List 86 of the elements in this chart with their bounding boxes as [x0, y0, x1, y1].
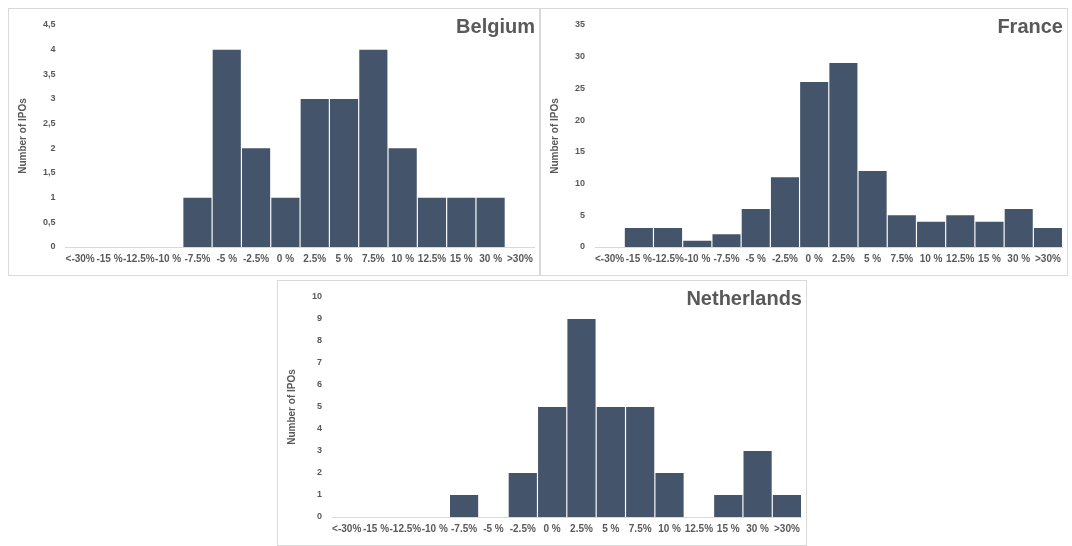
- y-tick-label: 30: [575, 51, 586, 62]
- y-axis-title: Number of IPOs: [285, 368, 297, 445]
- x-tick-label: <-30%: [595, 252, 625, 264]
- y-tick-label: 6: [317, 379, 323, 390]
- x-tick-label: 7.5%: [628, 522, 652, 534]
- x-tick-label: 10 %: [391, 252, 415, 264]
- y-tick-label: 4: [50, 44, 56, 55]
- y-tick-label: 0,5: [43, 216, 56, 227]
- x-tick-label: 0 %: [276, 252, 295, 264]
- x-tick-label: -10 %: [421, 522, 448, 534]
- y-tick-label: 1: [50, 192, 56, 203]
- y-axis-title: Number of IPOs: [548, 97, 560, 174]
- x-tick-label: 0 %: [805, 252, 823, 264]
- x-tick-label: 15 %: [978, 252, 1002, 264]
- x-tick-label: -5 %: [216, 252, 238, 264]
- y-tick-label: 0: [317, 511, 323, 522]
- y-tick-label: 8: [317, 335, 323, 346]
- y-tick-label: 3: [317, 445, 323, 456]
- x-tick-label: 10 %: [919, 252, 943, 264]
- x-tick-label: 15 %: [716, 522, 740, 534]
- x-tick-label: >30%: [774, 522, 800, 534]
- bar: [476, 197, 505, 247]
- x-tick-label: 7.5%: [890, 252, 914, 264]
- x-tick-label: >30%: [1035, 252, 1061, 264]
- x-tick-label: 15 %: [449, 252, 473, 264]
- x-tick-label: -2.5%: [243, 252, 270, 264]
- x-tick-label: <-30%: [332, 522, 362, 534]
- y-tick-label: 15: [575, 146, 586, 157]
- y-tick-label: 10: [575, 178, 586, 189]
- y-tick-label: 35: [575, 19, 586, 30]
- x-tick-label: 5 %: [335, 252, 353, 264]
- y-tick-label: 0: [580, 241, 586, 252]
- x-tick-label: -2.5%: [771, 252, 799, 264]
- x-tick-label: -5 %: [745, 252, 767, 264]
- chart-title: Belgium: [456, 14, 535, 37]
- x-tick-label: -7.5%: [184, 252, 211, 264]
- x-tick-label: 10 %: [658, 522, 682, 534]
- x-tick-label: -15 %: [625, 252, 653, 264]
- x-tick-label: 5 %: [864, 252, 882, 264]
- x-tick-label: 30 %: [746, 522, 770, 534]
- bar: [450, 495, 479, 517]
- x-tick-label: 30 %: [1007, 252, 1031, 264]
- y-tick-label: 25: [575, 82, 586, 93]
- x-tick-label: -15 %: [96, 252, 123, 264]
- x-tick-label: -7.5%: [713, 252, 740, 264]
- y-tick-label: 3: [50, 93, 56, 104]
- y-tick-label: 4,5: [43, 19, 56, 30]
- x-tick-label: 2.5%: [303, 252, 327, 264]
- x-tick-label: -10 %: [155, 252, 182, 264]
- x-tick-label: 2.5%: [570, 522, 593, 534]
- chart-title: Netherlands: [686, 286, 802, 309]
- x-tick-label: 12.5%: [417, 252, 447, 264]
- x-tick-label: 7.5%: [361, 252, 385, 264]
- y-tick-label: 2: [317, 467, 323, 478]
- x-tick-label: 2.5%: [832, 252, 855, 264]
- y-tick-label: 2: [50, 142, 56, 153]
- x-tick-label: 30 %: [479, 252, 503, 264]
- x-tick-label: -10 %: [684, 252, 711, 264]
- y-tick-label: 1: [317, 489, 323, 500]
- x-tick-label: -12.5%: [122, 252, 155, 264]
- y-tick-label: 4: [317, 423, 323, 434]
- bar: [714, 495, 743, 517]
- y-tick-label: 5: [317, 401, 323, 412]
- x-tick-label: <-30%: [65, 252, 95, 264]
- x-tick-label: -7.5%: [451, 522, 478, 534]
- x-tick-label: -12.5%: [389, 522, 422, 534]
- x-tick-label: -5 %: [483, 522, 504, 534]
- y-tick-label: 0: [50, 241, 56, 252]
- y-tick-label: 5: [580, 209, 586, 220]
- x-tick-label: 5 %: [602, 522, 620, 534]
- x-tick-label: 12.5%: [684, 522, 714, 534]
- x-tick-label: >30%: [507, 252, 533, 264]
- x-tick-label: 12.5%: [946, 252, 975, 264]
- chart-title: France: [997, 14, 1063, 37]
- y-tick-label: 2,5: [43, 118, 56, 129]
- x-tick-label: -12.5%: [652, 252, 685, 264]
- x-tick-label: -15 %: [362, 522, 390, 534]
- y-tick-label: 9: [317, 313, 323, 324]
- x-tick-label: -2.5%: [509, 522, 536, 534]
- y-tick-label: 10: [312, 291, 323, 302]
- y-tick-label: 7: [317, 357, 323, 368]
- x-tick-label: 0 %: [543, 522, 561, 534]
- y-axis-title: Number of IPOs: [16, 97, 28, 174]
- y-tick-label: 1,5: [43, 167, 56, 178]
- y-tick-label: 20: [575, 114, 586, 125]
- y-tick-label: 3,5: [43, 68, 56, 79]
